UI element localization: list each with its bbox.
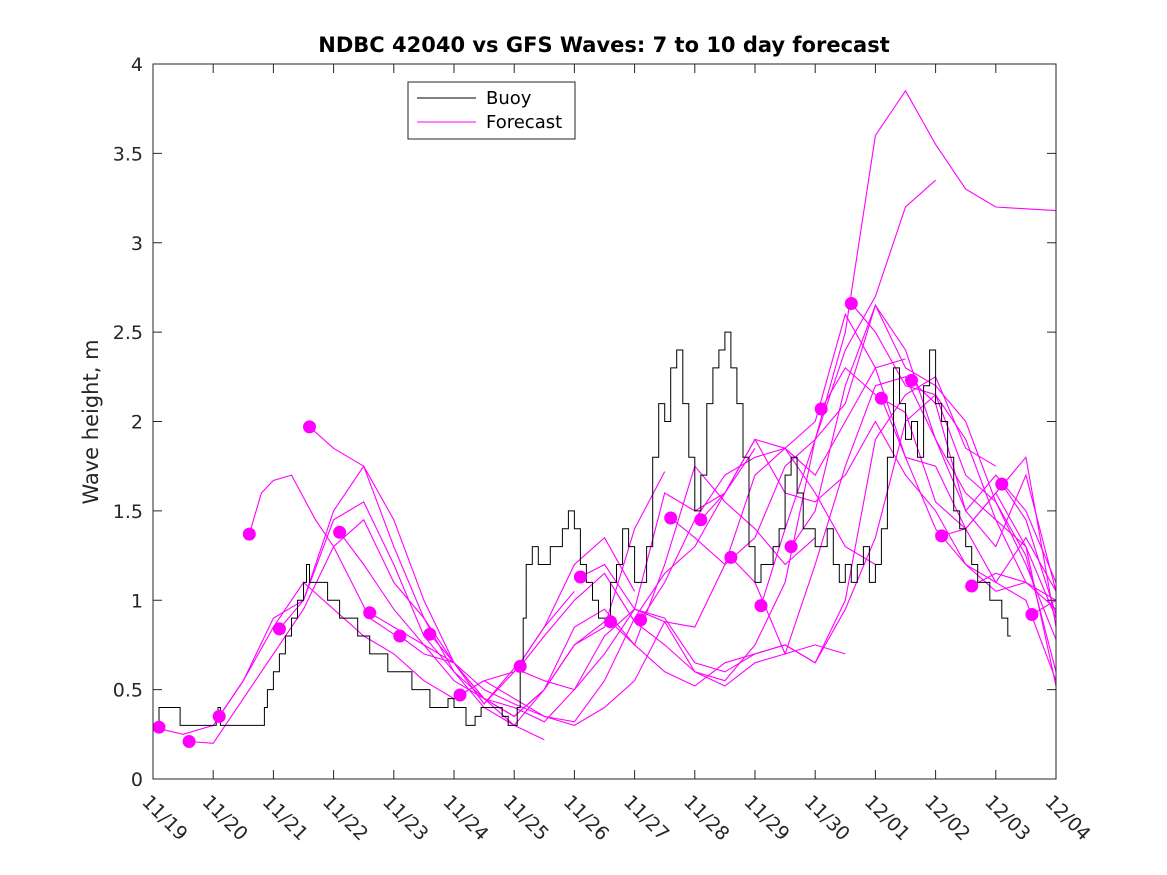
y-tick-label-1: 0.5 [113,680,143,702]
y-tick-label-7: 3.5 [113,143,143,165]
forecast-point-3 [212,709,226,723]
forecast-point-9 [393,629,407,643]
forecast-point-1 [152,720,166,734]
forecast-point-27 [995,477,1009,491]
forecast-point-23 [874,391,888,405]
forecast-line-2 [189,518,605,744]
y-tick-label-8: 4 [131,54,143,76]
forecast-line-24 [911,380,1056,592]
forecast-point-7 [333,525,347,539]
forecast-point-11 [453,688,467,702]
forecast-point-6 [303,420,316,434]
plot-area [152,89,1056,748]
forecast-point-16 [664,511,678,525]
forecast-line-9 [399,608,846,705]
forecast-line-27 [1001,483,1056,615]
forecast-point-22 [844,297,858,310]
y-tick-label-2: 1 [131,590,143,612]
forecast-point-10 [423,627,437,641]
forecast-line-22 [850,303,1056,672]
forecast-line-7 [339,447,756,723]
y-axis-label: Wave height, m [79,339,103,504]
forecast-line-19 [760,89,1056,606]
forecast-point-18 [724,550,738,564]
legend: Buoy Forecast [407,81,576,140]
y-tick-label-5: 2.5 [113,322,143,344]
forecast-line-20 [790,304,1056,687]
y-tick-label-0: 0 [131,769,143,791]
forecast-point-24 [905,373,918,387]
forecast-point-4 [242,527,256,541]
forecast-line-5 [278,501,545,741]
y-tick-label-6: 3 [131,233,143,255]
plot-series-group [153,89,1056,744]
forecast-line-25 [941,456,1056,628]
forecast-line-15 [640,312,1056,621]
forecast-point-20 [784,540,798,554]
forecast-line-4 [248,474,395,635]
forecast-point-13 [573,570,587,584]
forecast-point-21 [814,402,828,416]
forecast-point-14 [604,615,617,629]
forecast-line-8 [369,465,816,718]
forecast-point-25 [935,529,949,543]
forecast-point-15 [634,613,648,627]
forecast-line-3 [218,465,636,717]
forecast-line-26 [971,572,1056,601]
forecast-point-26 [965,579,979,593]
legend-forecast-label: Forecast [486,112,562,133]
forecast-line-10 [429,447,876,726]
forecast-point-28 [1025,608,1039,621]
legend-buoy-label: Buoy [486,88,532,109]
legend-box [407,81,576,140]
y-tick-label-4: 2 [131,412,143,434]
forecast-line-14 [610,393,1027,687]
y-tick-label-3: 1.5 [113,501,143,523]
forecast-point-17 [694,513,708,527]
forecast-point-5 [272,622,286,636]
chart-title: NDBC 42040 vs GFS Waves: 7 to 10 day for… [318,33,889,57]
forecast-point-12 [513,659,527,673]
buoy-line [153,331,1011,726]
forecast-line-12 [519,179,936,682]
forecast-line-17 [700,420,1056,610]
forecast-point-2 [182,735,196,748]
forecast-point-8 [363,606,377,620]
forecast-point-19 [754,599,768,613]
forecast-line-21 [820,367,1056,681]
